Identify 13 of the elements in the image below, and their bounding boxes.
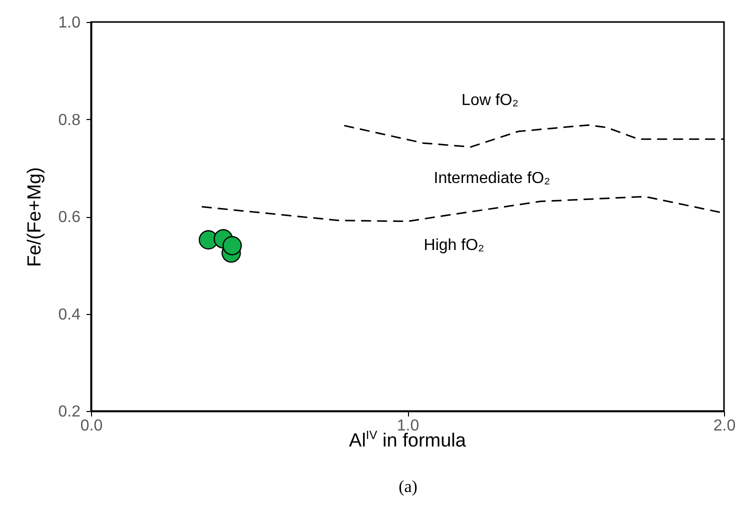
x-tick-label: 0.0	[80, 418, 103, 434]
y-tick-label: 0.8	[58, 112, 81, 129]
annotation: Intermediate fO₂	[434, 170, 550, 188]
annotation: Low fO₂	[462, 92, 518, 110]
x-tick-label: 2.0	[713, 418, 736, 434]
y-tick-label: 0.4	[58, 306, 81, 324]
y-axis-title: Fe/(Fe+Mg)	[24, 167, 46, 267]
y-tick-label: 1.0	[58, 14, 81, 32]
text: (a)	[398, 477, 418, 497]
y-tick-label: 0.6	[58, 209, 81, 226]
annotation: High fO₂	[424, 237, 484, 255]
y-tick-label: 0.2	[58, 404, 81, 420]
point	[222, 236, 242, 256]
